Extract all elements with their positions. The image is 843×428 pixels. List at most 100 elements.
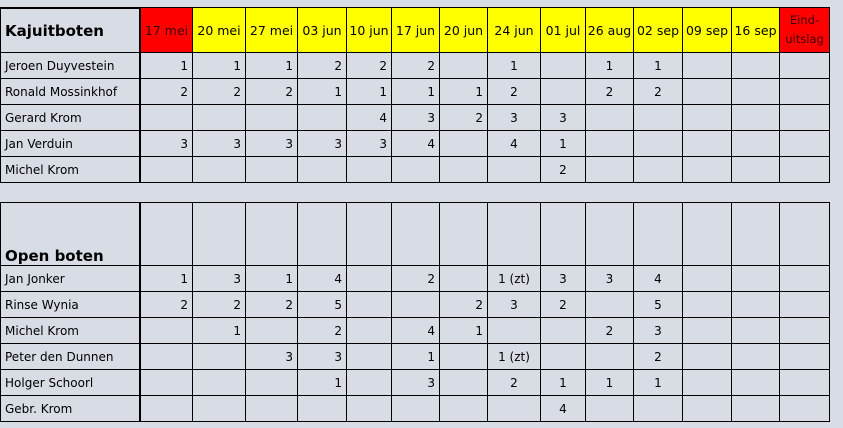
score-cell [141, 157, 193, 183]
score-cell [246, 105, 298, 131]
column-header: 27 mei [246, 7, 298, 53]
score-cell [732, 344, 780, 370]
score-cell [780, 105, 830, 131]
score-cell [683, 53, 732, 79]
score-cell: 2 [541, 292, 586, 318]
score-cell: 4 [392, 318, 440, 344]
score-cell: 2 [141, 292, 193, 318]
score-cell [780, 292, 830, 318]
score-cell [780, 157, 830, 183]
header-cell [246, 202, 298, 266]
section-title: Kajuitboten [0, 7, 141, 53]
participant-name: Ronald Mossinkhof [0, 79, 141, 105]
score-cell [780, 53, 830, 79]
score-cell: 2 [586, 318, 634, 344]
score-cell: 1 [298, 79, 347, 105]
column-header: 26 aug [586, 7, 634, 53]
score-cell [683, 292, 732, 318]
column-header: 02 sep [634, 7, 683, 53]
column-header: 03 jun [298, 7, 347, 53]
score-cell [392, 157, 440, 183]
score-cell: 4 [488, 131, 541, 157]
score-cell [246, 370, 298, 396]
score-cell [298, 105, 347, 131]
score-cell [193, 105, 246, 131]
header-cell [732, 202, 780, 266]
score-cell [541, 318, 586, 344]
score-cell: 3 [541, 266, 586, 292]
score-cell [586, 344, 634, 370]
score-cell: 4 [347, 105, 392, 131]
score-cell [440, 344, 488, 370]
score-cell [141, 396, 193, 422]
score-cell [488, 157, 541, 183]
score-cell [440, 266, 488, 292]
score-cell: 1 [586, 53, 634, 79]
score-cell [634, 157, 683, 183]
column-header: 20 jun [440, 7, 488, 53]
column-header: 17 mei [141, 7, 193, 53]
score-cell: 2 [298, 318, 347, 344]
score-cell: 1 [488, 53, 541, 79]
column-header: 10 jun [347, 7, 392, 53]
participant-name: Holger Schoorl [0, 370, 141, 396]
score-cell [732, 292, 780, 318]
score-cell [347, 396, 392, 422]
score-cell [488, 318, 541, 344]
score-cell [780, 266, 830, 292]
score-cell [246, 396, 298, 422]
score-cell: 1 [141, 53, 193, 79]
header-cell [347, 202, 392, 266]
score-cell [780, 318, 830, 344]
score-cell: 3 [193, 131, 246, 157]
score-cell [347, 370, 392, 396]
score-cell: 3 [246, 344, 298, 370]
score-cell [780, 131, 830, 157]
score-cell [193, 396, 246, 422]
header-cell [141, 202, 193, 266]
score-cell [732, 318, 780, 344]
score-cell: 2 [440, 105, 488, 131]
score-cell: 1 [392, 344, 440, 370]
score-cell: 1 [634, 370, 683, 396]
participant-name: Peter den Dunnen [0, 344, 141, 370]
score-cell [440, 396, 488, 422]
score-cell: 5 [634, 292, 683, 318]
score-cell: 2 [141, 79, 193, 105]
score-cell [141, 318, 193, 344]
score-cell: 2 [634, 344, 683, 370]
score-cell [732, 53, 780, 79]
score-cell: 1 [634, 53, 683, 79]
participant-name: Rinse Wynia [0, 292, 141, 318]
header-cell [440, 202, 488, 266]
score-cell: 3 [347, 131, 392, 157]
score-cell [683, 396, 732, 422]
score-cell: 1 [193, 53, 246, 79]
score-cell [683, 79, 732, 105]
score-cell [780, 396, 830, 422]
participant-name: Michel Krom [0, 157, 141, 183]
score-cell [141, 344, 193, 370]
score-cell: 2 [392, 266, 440, 292]
score-cell [683, 266, 732, 292]
score-cell: 3 [392, 105, 440, 131]
score-cell [780, 370, 830, 396]
score-cell: 2 [634, 79, 683, 105]
score-cell [586, 292, 634, 318]
score-cell [586, 396, 634, 422]
score-cell: 3 [634, 318, 683, 344]
score-cell [541, 79, 586, 105]
score-cell: 1 (zt) [488, 266, 541, 292]
score-cell: 2 [541, 157, 586, 183]
participant-name: Jan Jonker [0, 266, 141, 292]
score-cell: 2 [440, 292, 488, 318]
header-cell [541, 202, 586, 266]
column-header: 17 jun [392, 7, 440, 53]
header-cell [193, 202, 246, 266]
column-header: Eind-uitslag [780, 7, 830, 53]
score-cell [732, 370, 780, 396]
score-cell: 2 [193, 292, 246, 318]
score-cell [298, 396, 347, 422]
score-cell [246, 318, 298, 344]
participant-name: Jan Verduin [0, 131, 141, 157]
